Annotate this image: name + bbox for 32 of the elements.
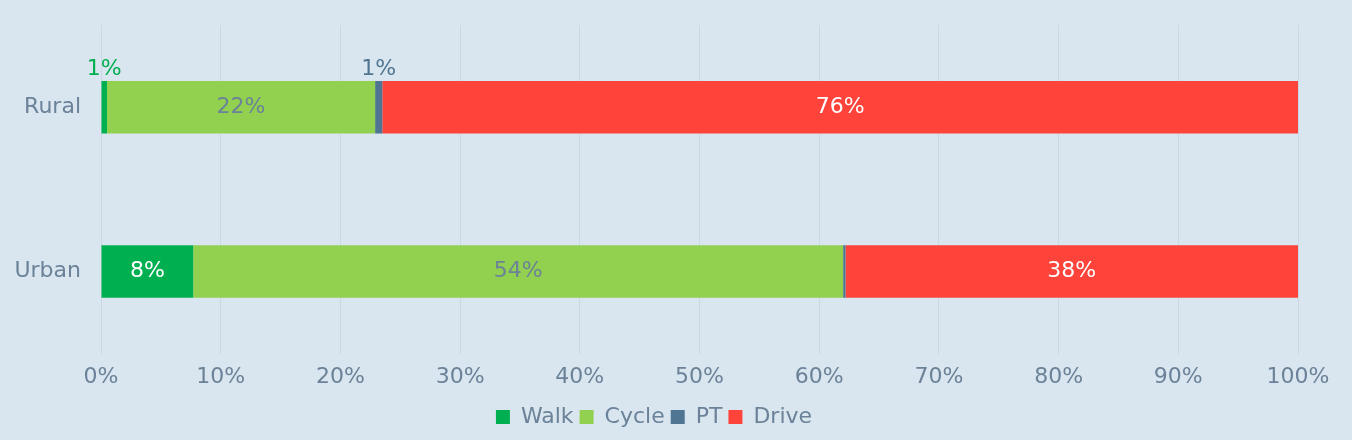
bar xyxy=(845,245,1298,298)
data-label: 38% xyxy=(1047,257,1097,283)
x-tick-label: 30% xyxy=(435,362,485,388)
data-label: 22% xyxy=(216,93,266,119)
bar xyxy=(375,81,383,134)
bar xyxy=(382,81,1298,134)
bar xyxy=(843,245,846,298)
x-tick-label: 70% xyxy=(914,362,964,388)
x-tick-label: 90% xyxy=(1153,362,1203,388)
x-tick-label: 60% xyxy=(794,362,844,388)
x-tick-label: 20% xyxy=(315,362,365,388)
legend-label: Drive xyxy=(753,402,813,428)
data-label: 1% xyxy=(86,54,122,80)
bar xyxy=(106,81,376,134)
data-label: 1% xyxy=(361,54,397,80)
y-tick-label: Rural xyxy=(24,93,81,119)
bar xyxy=(193,245,844,298)
legend-label: Cycle xyxy=(604,402,665,428)
x-tick-label: 40% xyxy=(555,362,605,388)
legend-label: Walk xyxy=(520,402,574,428)
legend-label: PT xyxy=(695,402,723,428)
x-tick-label: 0% xyxy=(83,362,119,388)
data-label: 76% xyxy=(815,93,865,119)
y-tick-label: Urban xyxy=(14,257,81,283)
data-label: 54% xyxy=(493,257,543,283)
bar xyxy=(101,81,107,134)
data-label: 8% xyxy=(129,257,165,283)
bar xyxy=(101,245,194,298)
x-tick-label: 100% xyxy=(1266,362,1330,388)
x-tick-label: 80% xyxy=(1034,362,1084,388)
x-tick-label: 50% xyxy=(675,362,724,388)
x-tick-label: 10% xyxy=(196,362,246,388)
